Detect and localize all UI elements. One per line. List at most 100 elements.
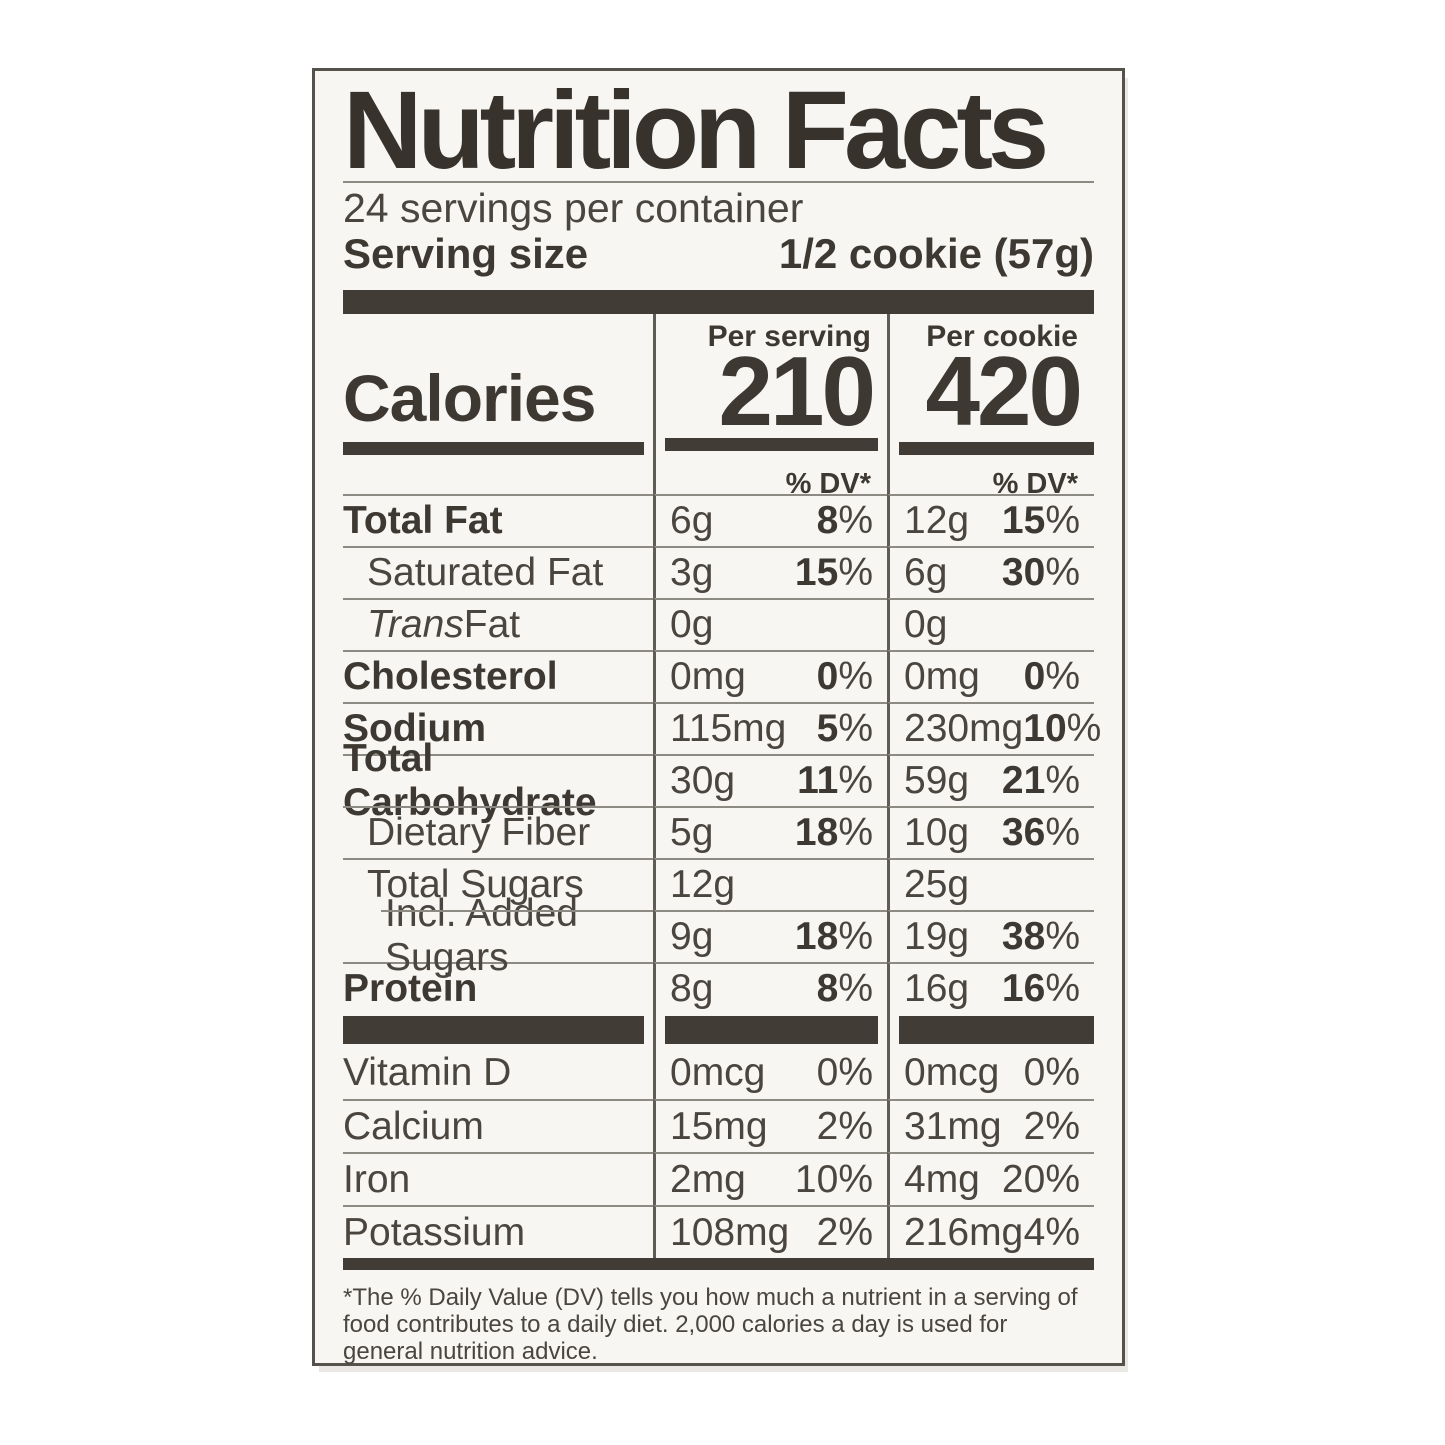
per-cookie-cell: 10g 36% — [887, 806, 1094, 859]
amount: 108mg — [670, 1210, 790, 1254]
serving-size-row: Serving size 1/2 cookie (57g) — [343, 231, 1094, 277]
per-cookie-cell: 230mg 10% — [887, 702, 1101, 755]
footnote: *The % Daily Value (DV) tells you how mu… — [343, 1284, 1078, 1366]
amount: 10g — [904, 811, 970, 855]
nutrition-facts-label: Nutrition Facts 24 servings per containe… — [312, 68, 1125, 1366]
daily-value: 5% — [816, 707, 873, 751]
micronutrient-table: Vitamin D 0mcg 0% 0mcg 0% Calcium 15mg 2% 31mg 2%… — [343, 1046, 1094, 1259]
daily-value: 15% — [1001, 499, 1080, 543]
nutrient-name: Vitamin D — [343, 1050, 512, 1094]
amount: 230mg — [904, 707, 1024, 751]
amount: 8g — [670, 967, 714, 1011]
per-cookie-cell: 12g 15% — [887, 494, 1094, 547]
amount: 19g — [904, 915, 970, 959]
amount: 12g — [904, 499, 970, 543]
per-cookie-cell: 0mcg 0% — [887, 1046, 1094, 1100]
calories-label-cell: Calories — [343, 314, 653, 438]
daily-value: 2% — [1023, 1104, 1080, 1148]
daily-value: 38% — [1001, 915, 1080, 959]
daily-value: 16% — [1001, 967, 1080, 1011]
amount: 0g — [670, 603, 714, 647]
mid-bar-right — [887, 1014, 1094, 1047]
per-cookie-cell: 216mg 4% — [887, 1205, 1094, 1259]
calories-underbar-mid — [653, 438, 887, 461]
per-serving-cell: 0g — [653, 598, 887, 651]
servings-per-container: 24 servings per container — [343, 185, 804, 232]
nutrient-name: Total Carbohydrate — [343, 737, 653, 824]
section-bar-top — [343, 290, 1094, 315]
nutrient-name: Sodium — [343, 702, 653, 754]
daily-value: 11% — [797, 759, 873, 803]
amount: 6g — [904, 551, 948, 595]
per-serving-cell: 8g 8% — [653, 962, 887, 1015]
per-serving-header: Per serving — [653, 314, 887, 353]
nutrient-name: Dietary Fiber — [343, 806, 653, 858]
per-cookie-header: Per cookie — [887, 314, 1094, 353]
amount: 115mg — [670, 707, 787, 751]
daily-value: 0% — [816, 655, 873, 699]
daily-value: 0% — [1023, 655, 1080, 699]
per-cookie-cell: 0mg 0% — [887, 650, 1094, 703]
per-cookie-cell: 16g 16% — [887, 962, 1094, 1015]
daily-value: 36% — [1001, 811, 1080, 855]
calories-underbar-left — [343, 438, 653, 460]
amount: 216mg — [904, 1210, 1024, 1254]
per-serving-cell: 2mg 10% — [653, 1152, 887, 1206]
nutrient-table: Total Fat 6g 8% 12g 15% Saturated Fat 3g 15% 6g 3… — [343, 494, 1101, 1015]
per-cookie-cell: 25g — [887, 858, 1094, 911]
amount: 16g — [904, 967, 970, 1011]
amount: 31mg — [904, 1104, 1002, 1148]
daily-value: 15% — [794, 551, 873, 595]
daily-value: 10% — [794, 1157, 873, 1201]
calories-underbar-right — [887, 438, 1094, 461]
nutrient-name: Total Fat — [343, 494, 653, 546]
amount: 25g — [904, 863, 970, 907]
nutrient-name: Calcium — [343, 1099, 653, 1152]
daily-value: 8% — [816, 967, 873, 1011]
label-title: Nutrition Facts — [343, 69, 1049, 192]
percent-dv-header-cookie: % DV* — [887, 460, 1094, 500]
amount: 0g — [904, 603, 948, 647]
daily-value: 18% — [794, 811, 873, 855]
section-bar-middle — [343, 1014, 1094, 1047]
per-serving-cell: 15mg 2% — [653, 1099, 887, 1153]
calories-section: Calories Per serving Per cookie 210 420 … — [343, 314, 1094, 500]
daily-value: 2% — [816, 1210, 873, 1254]
per-cookie-cell: 19g 38% — [887, 910, 1094, 963]
dv-header-spacer — [343, 460, 653, 494]
daily-value: 21% — [1001, 759, 1080, 803]
nutrient-name: Total Sugars — [343, 858, 653, 910]
serving-size-label: Serving size — [343, 230, 589, 278]
per-serving-cell: 0mg 0% — [653, 650, 887, 703]
calories-label: Calories — [343, 361, 596, 436]
daily-value: 4% — [1023, 1210, 1080, 1254]
per-serving-cell: 30g 11% — [653, 754, 887, 807]
per-cookie-cell: 59g 21% — [887, 754, 1094, 807]
amount: 15mg — [670, 1104, 768, 1148]
calories-per-cookie-value: 420 — [887, 342, 1094, 440]
nutrient-name: Trans Fat — [343, 598, 653, 650]
nutrient-name: Incl. Added Sugars — [343, 892, 653, 979]
per-cookie-cell: 4mg 20% — [887, 1152, 1094, 1206]
nutrient-name: Protein — [343, 962, 653, 1014]
per-serving-cell: 108mg 2% — [653, 1205, 887, 1259]
amount: 9g — [670, 915, 714, 959]
per-serving-cell: 6g 8% — [653, 494, 887, 547]
amount: 0mcg — [904, 1050, 1000, 1094]
daily-value: 8% — [816, 499, 873, 543]
amount: 59g — [904, 759, 970, 803]
per-serving-cell: 5g 18% — [653, 806, 887, 859]
nutrient-name: Iron — [343, 1152, 653, 1205]
nutrient-name: Saturated Fat — [343, 546, 653, 598]
daily-value: 30% — [1001, 551, 1080, 595]
mid-bar-left — [343, 1014, 653, 1046]
per-serving-cell: 9g 18% — [653, 910, 887, 963]
per-cookie-cell: 0g — [887, 598, 1094, 651]
amount: 6g — [670, 499, 714, 543]
mid-bar-mid — [653, 1014, 887, 1047]
amount: 4mg — [904, 1157, 980, 1201]
calories-per-serving-value: 210 — [653, 342, 887, 440]
per-serving-cell: 115mg 5% — [653, 702, 887, 755]
amount: 5g — [670, 811, 714, 855]
